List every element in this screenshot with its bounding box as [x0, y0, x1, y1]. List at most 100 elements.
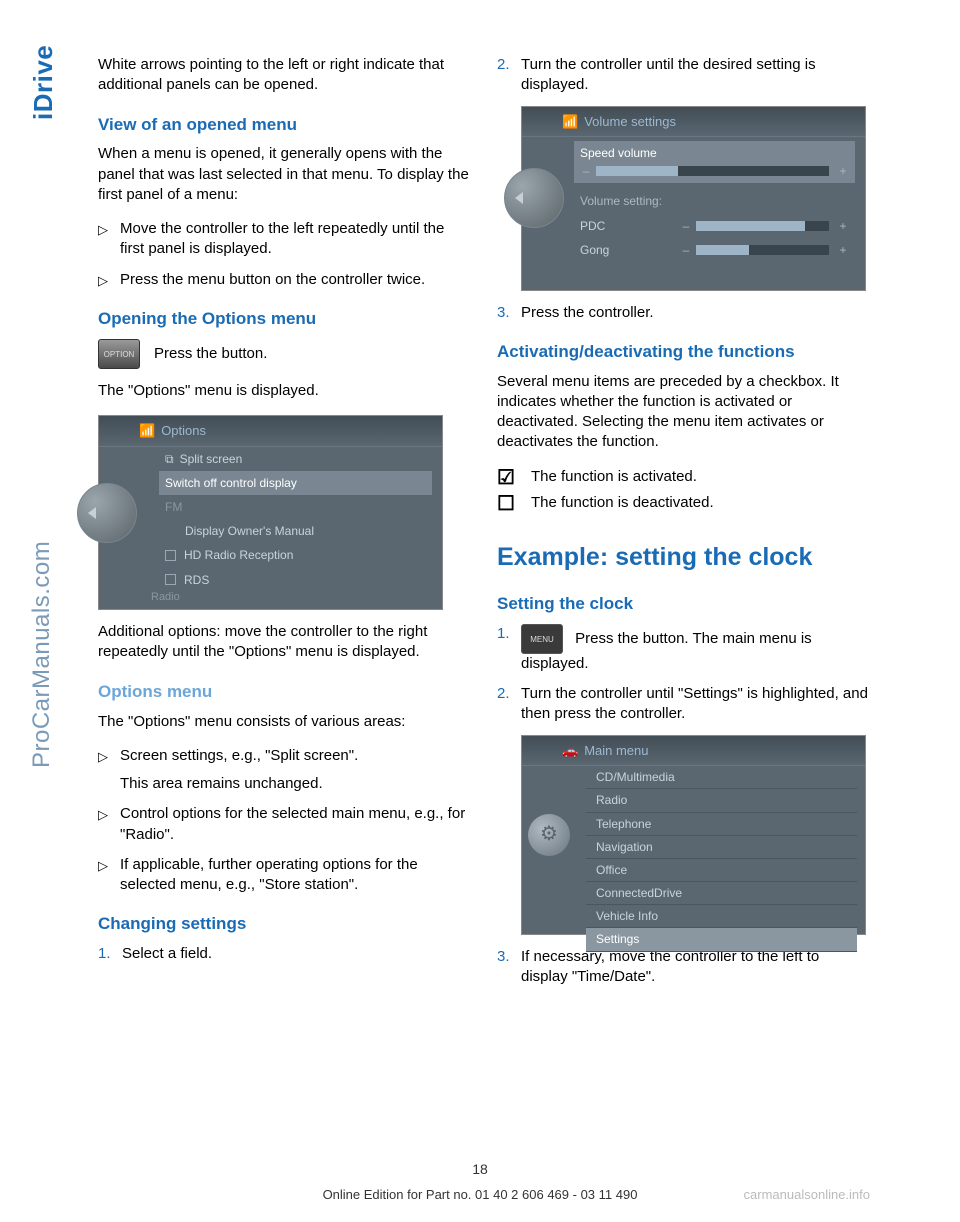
- step-text: Press the controller.: [521, 303, 868, 323]
- view-paragraph: When a menu is opened, it generally open…: [98, 144, 469, 205]
- step-text: If necessary, move the controller to the…: [521, 947, 868, 988]
- screenshot-row-highlighted: Speed volume – +: [574, 141, 855, 183]
- menu-row: Navigation: [586, 836, 857, 859]
- triangle-bullet-icon: ▷: [98, 855, 120, 896]
- main-menu-screenshot: ⚙ 🚗Main menu CD/Multimedia Radio Telepho…: [521, 735, 866, 935]
- option-button-instruction: OPTION Press the button.: [98, 339, 469, 369]
- screenshot-header: 📶Options: [99, 416, 442, 447]
- step-number: 1.: [497, 624, 521, 674]
- check-text: The function is deactivated.: [531, 493, 714, 513]
- left-column: White arrows pointing to the left or rig…: [98, 55, 469, 997]
- slider-row: Gong – +: [574, 238, 855, 262]
- list-text: If applicable, further operating options…: [120, 855, 469, 896]
- slider-row: PDC – +: [574, 214, 855, 238]
- screenshot-header: 📶Volume settings: [522, 107, 865, 138]
- list-text: Move the controller to the left repeated…: [120, 219, 469, 260]
- heading-changing-settings: Changing settings: [98, 913, 469, 936]
- step-text: Turn the controller until "Settings" is …: [521, 684, 868, 725]
- check-text: The function is activated.: [531, 467, 697, 487]
- triangle-bullet-icon: ▷: [98, 219, 120, 260]
- list-text: Control options for the selected main me…: [120, 804, 469, 845]
- list-item: ▷ Press the menu button on the controlle…: [98, 270, 469, 290]
- screenshot-bottom-label: Radio: [151, 590, 180, 605]
- options-displayed-text: The "Options" menu is displayed.: [98, 381, 469, 401]
- slider-fill: [696, 245, 749, 255]
- step-text: MENU Press the button. The main menu is …: [521, 624, 868, 674]
- step-number: 3.: [497, 303, 521, 323]
- menu-row: Vehicle Info: [586, 905, 857, 928]
- checkbox-icon: [165, 574, 176, 585]
- options-list: ▷ Screen settings, e.g., "Split screen".…: [98, 746, 469, 896]
- screenshot-row-highlighted: Switch off control display: [159, 471, 432, 495]
- screenshot-header: 🚗Main menu: [522, 736, 865, 767]
- gear-icon: ⚙: [528, 814, 570, 856]
- heading-activating: Activating/deactivating the functions: [497, 341, 868, 364]
- ordered-list-item: 2. Turn the controller until the desired…: [497, 55, 868, 96]
- list-item: ▷ Control options for the selected main …: [98, 804, 469, 845]
- step-text: Turn the controller until the desired se…: [521, 55, 868, 96]
- step-number: 3.: [497, 947, 521, 988]
- option-button-icon: OPTION: [98, 339, 140, 369]
- menu-row: ConnectedDrive: [586, 882, 857, 905]
- list-text: Press the menu button on the controller …: [120, 270, 469, 290]
- menu-row-selected: Settings: [586, 928, 857, 951]
- checkbox-checked-icon: [497, 469, 519, 485]
- volume-settings-screenshot: 📶Volume settings Speed volume – + Volume…: [521, 106, 866, 291]
- list-item: ▷ If applicable, further operating optio…: [98, 855, 469, 896]
- options-screenshot: 📶Options ⧉Split screen Switch off contro…: [98, 415, 443, 610]
- triangle-bullet-icon: ▷: [98, 270, 120, 290]
- menu-row: Telephone: [586, 813, 857, 836]
- additional-options-para: Additional options: move the controller …: [98, 622, 469, 663]
- triangle-bullet-icon: ▷: [98, 746, 120, 795]
- footer-watermark: carmanualsonline.info: [744, 1187, 870, 1202]
- heading-opening-options: Opening the Options menu: [98, 308, 469, 331]
- ordered-list-item: 3. Press the controller.: [497, 303, 868, 323]
- screenshot-row: Display Owner's Manual: [159, 519, 432, 543]
- step-number: 2.: [497, 684, 521, 725]
- screenshot-sublabel: Volume setting:: [574, 189, 855, 213]
- plus-icon: +: [837, 163, 849, 179]
- ordered-list-item: 2. Turn the controller until "Settings" …: [497, 684, 868, 725]
- ordered-list-item: 1. MENU Press the button. The main menu …: [497, 624, 868, 674]
- list-text: Screen settings, e.g., "Split screen". T…: [120, 746, 469, 795]
- ordered-list-item: 1. Select a field.: [98, 944, 469, 964]
- step-text: Select a field.: [122, 944, 469, 964]
- option-button-text: Press the button.: [154, 344, 469, 364]
- page-content: White arrows pointing to the left or rig…: [98, 55, 868, 997]
- screenshot-row: ⧉Split screen: [159, 447, 432, 471]
- step-number: 1.: [98, 944, 122, 964]
- menu-row: CD/Multimedia: [586, 766, 857, 789]
- heading-example-clock: Example: setting the clock: [497, 541, 868, 575]
- page-number: 18: [0, 1161, 960, 1177]
- triangle-bullet-icon: ▷: [98, 804, 120, 845]
- slider-label: PDC: [580, 218, 680, 234]
- controller-disk-icon: [504, 168, 564, 228]
- heading-options-menu: Options menu: [98, 681, 469, 704]
- menu-row: Radio: [586, 789, 857, 812]
- step-number: 2.: [497, 55, 521, 96]
- checkbox-icon: [165, 550, 176, 561]
- checkbox-unchecked-icon: [497, 495, 519, 511]
- minus-icon: –: [680, 242, 692, 258]
- plus-icon: +: [837, 218, 849, 234]
- slider-label: Gong: [580, 242, 680, 258]
- screenshot-row: RDS: [159, 568, 432, 592]
- list-item: ▷ Screen settings, e.g., "Split screen".…: [98, 746, 469, 795]
- screenshot-row: FM: [159, 495, 432, 519]
- checkbox-deactivated-row: The function is deactivated.: [497, 493, 868, 513]
- ordered-list-item: 3. If necessary, move the controller to …: [497, 947, 868, 988]
- heading-setting-clock: Setting the clock: [497, 593, 868, 616]
- minus-icon: –: [580, 163, 592, 179]
- list-item: ▷ Move the controller to the left repeat…: [98, 219, 469, 260]
- intro-paragraph: White arrows pointing to the left or rig…: [98, 55, 469, 96]
- options-menu-para: The "Options" menu consists of various a…: [98, 712, 469, 732]
- right-column: 2. Turn the controller until the desired…: [497, 55, 868, 997]
- sidebar-section-label: iDrive: [28, 45, 59, 120]
- heading-view-opened-menu: View of an opened menu: [98, 114, 469, 137]
- activating-para: Several menu items are preceded by a che…: [497, 372, 868, 453]
- minus-icon: –: [680, 218, 692, 234]
- checkbox-activated-row: The function is activated.: [497, 467, 868, 487]
- plus-icon: +: [837, 242, 849, 258]
- controller-disk-icon: [77, 483, 137, 543]
- slider-fill: [596, 166, 678, 176]
